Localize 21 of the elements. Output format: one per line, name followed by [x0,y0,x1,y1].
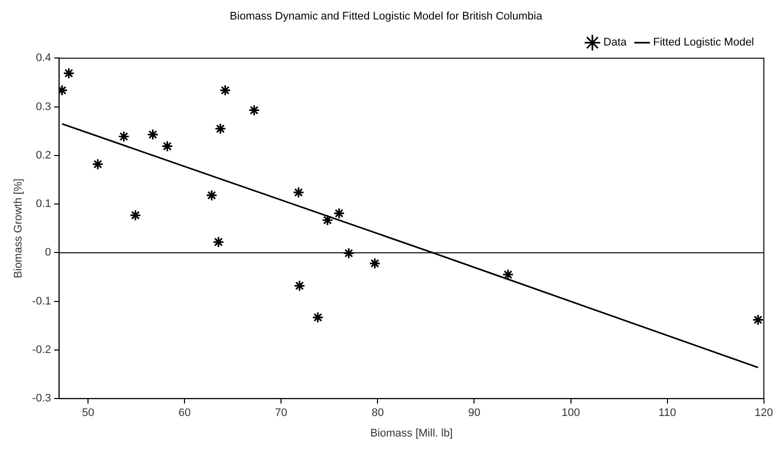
x-tick-label: 80 [372,407,384,420]
legend-label: Data [603,36,628,49]
x-tick-label: 60 [178,407,191,420]
x-tick-label: 50 [82,407,94,420]
x-tick-label: 120 [754,407,774,420]
y-tick-label: 0 [45,246,52,259]
y-tick-label: -0.1 [32,295,52,308]
y-tick-label: 0.1 [36,198,52,210]
y-tick-label: 0.3 [36,100,52,113]
x-tick-label: 100 [562,407,580,420]
y-tick-label: 0.2 [36,149,52,162]
y-axis-title: Biomass Growth [%] [12,178,25,278]
y-tick-label: 0.4 [36,52,52,64]
x-tick-label: 90 [468,407,480,420]
y-tick-label: -0.2 [32,344,52,356]
x-tick-label: 70 [275,407,288,420]
y-tick-label: -0.3 [32,392,52,405]
x-axis-title: Biomass [Mill. lb] [370,427,453,440]
legend-label: Fitted Logistic Model [653,36,754,49]
chart-title: Biomass Dynamic and Fitted Logistic Model for British Columbia [230,10,544,23]
x-tick-label: 110 [658,407,676,420]
